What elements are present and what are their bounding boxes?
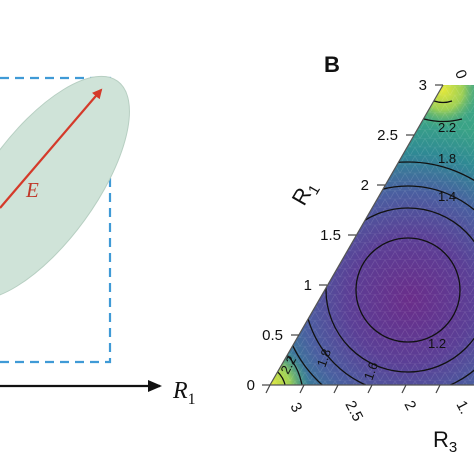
r1-axis-label: R1 — [287, 176, 324, 211]
vector-e-arrow — [0, 88, 103, 209]
contour-2-6-top — [433, 100, 453, 104]
r3-tick-marks — [265, 384, 441, 394]
ellipse-region — [0, 75, 130, 301]
contour-label: 1.2 — [428, 336, 446, 351]
contour-1-2 — [355, 237, 461, 343]
r3-axis-label: R3 — [433, 427, 457, 456]
contour-2-2-top — [423, 118, 463, 123]
top-right-tick-label: 0 — [451, 68, 470, 82]
r1-tick-label: 1 — [304, 277, 312, 294]
panel-a: E R1 — [0, 75, 196, 408]
r1-tick-marks — [262, 84, 443, 386]
r1-tick-label: 0.5 — [262, 327, 283, 344]
r1-tick-labels: 0 0.5 1 1.5 2 2.5 3 — [247, 77, 427, 394]
r1-tick-label: 2 — [361, 177, 369, 194]
r1-tick-label: 0 — [247, 377, 255, 394]
vector-e-label: E — [25, 178, 39, 202]
r1-tick-label: 1.5 — [320, 227, 341, 244]
contour-label: 1.8 — [438, 151, 456, 166]
r1-tick-label: 2.5 — [377, 127, 398, 144]
r3-tick-label: 1. — [452, 398, 473, 417]
r1-axis-label: R1 — [172, 378, 196, 408]
panel-b-letter: B — [324, 52, 340, 77]
panel-b: B 2.2 1.8 1.4 1.2 1.6 — [247, 52, 474, 456]
contour-label: 2.2 — [438, 120, 456, 135]
r3-tick-label: 3 — [286, 400, 305, 415]
contour-1-4 — [325, 207, 474, 373]
r3-tick-labels: 3 2.5 2 1. — [286, 398, 473, 424]
r1-tick-label: 3 — [419, 77, 427, 94]
contour-labels: 2.2 1.8 1.4 1.2 1.6 1.8 2.2 — [277, 120, 456, 382]
contour-label: 1.8 — [314, 347, 334, 369]
ternary-plot: 2.2 1.8 1.4 1.2 1.6 1.8 2.2 — [270, 85, 474, 385]
contour-label: 1.6 — [361, 360, 381, 382]
contour-label: 1.4 — [438, 189, 456, 204]
r3-tick-label: 2 — [400, 398, 419, 413]
r3-tick-label: 2.5 — [341, 398, 366, 424]
